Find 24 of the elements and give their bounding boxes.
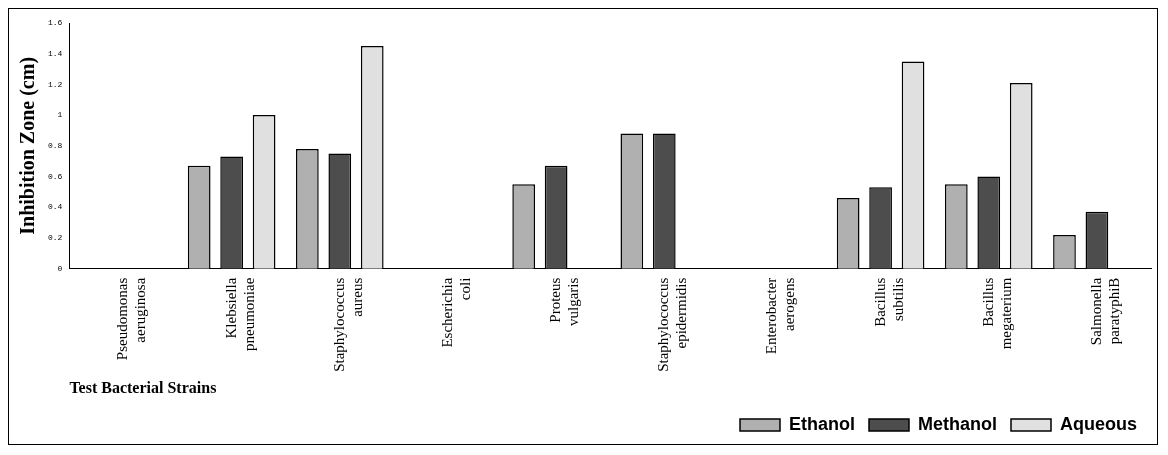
- x-axis-title: Test Bacterial Strains: [69, 378, 217, 396]
- x-tick-label: Staphylococcus epidermidis: [655, 277, 690, 372]
- x-tick-label: Pseudomonas aeruginosa: [114, 277, 149, 361]
- x-tick-label: Enterobacter aerogens: [763, 277, 798, 355]
- x-tick-label: Proteus vulgaris: [547, 277, 582, 326]
- y-tick-label: 0.6: [48, 171, 63, 181]
- x-tick-label: Escherichia coli: [438, 277, 473, 348]
- y-tick-label: 1: [57, 110, 63, 120]
- x-tick-label: Bacillus subtilis: [871, 277, 906, 327]
- x-tick-label: Klebsiella pneumoniae: [222, 277, 257, 351]
- x-tick-label: Salmonella paratyphiB: [1087, 277, 1122, 346]
- legend-label: Ethanol: [789, 413, 856, 434]
- y-tick-label: 0: [57, 263, 63, 273]
- y-tick-label: 1.4: [48, 48, 63, 58]
- y-tick-label: 0.2: [48, 233, 63, 243]
- x-tick-label: Staphylococcus aureus: [330, 277, 365, 372]
- y-tick-label: 1.2: [48, 79, 63, 89]
- legend-label: Methanol: [918, 413, 997, 434]
- x-tick-label: Bacillus megaterium: [979, 277, 1014, 350]
- legend-label: Aqueous: [1060, 413, 1138, 434]
- y-tick-label: 0.4: [48, 202, 63, 212]
- y-tick-label: 1.6: [48, 18, 63, 28]
- y-axis-title: Inhibition Zone (cm): [16, 56, 40, 235]
- y-tick-label: 0.8: [48, 140, 63, 150]
